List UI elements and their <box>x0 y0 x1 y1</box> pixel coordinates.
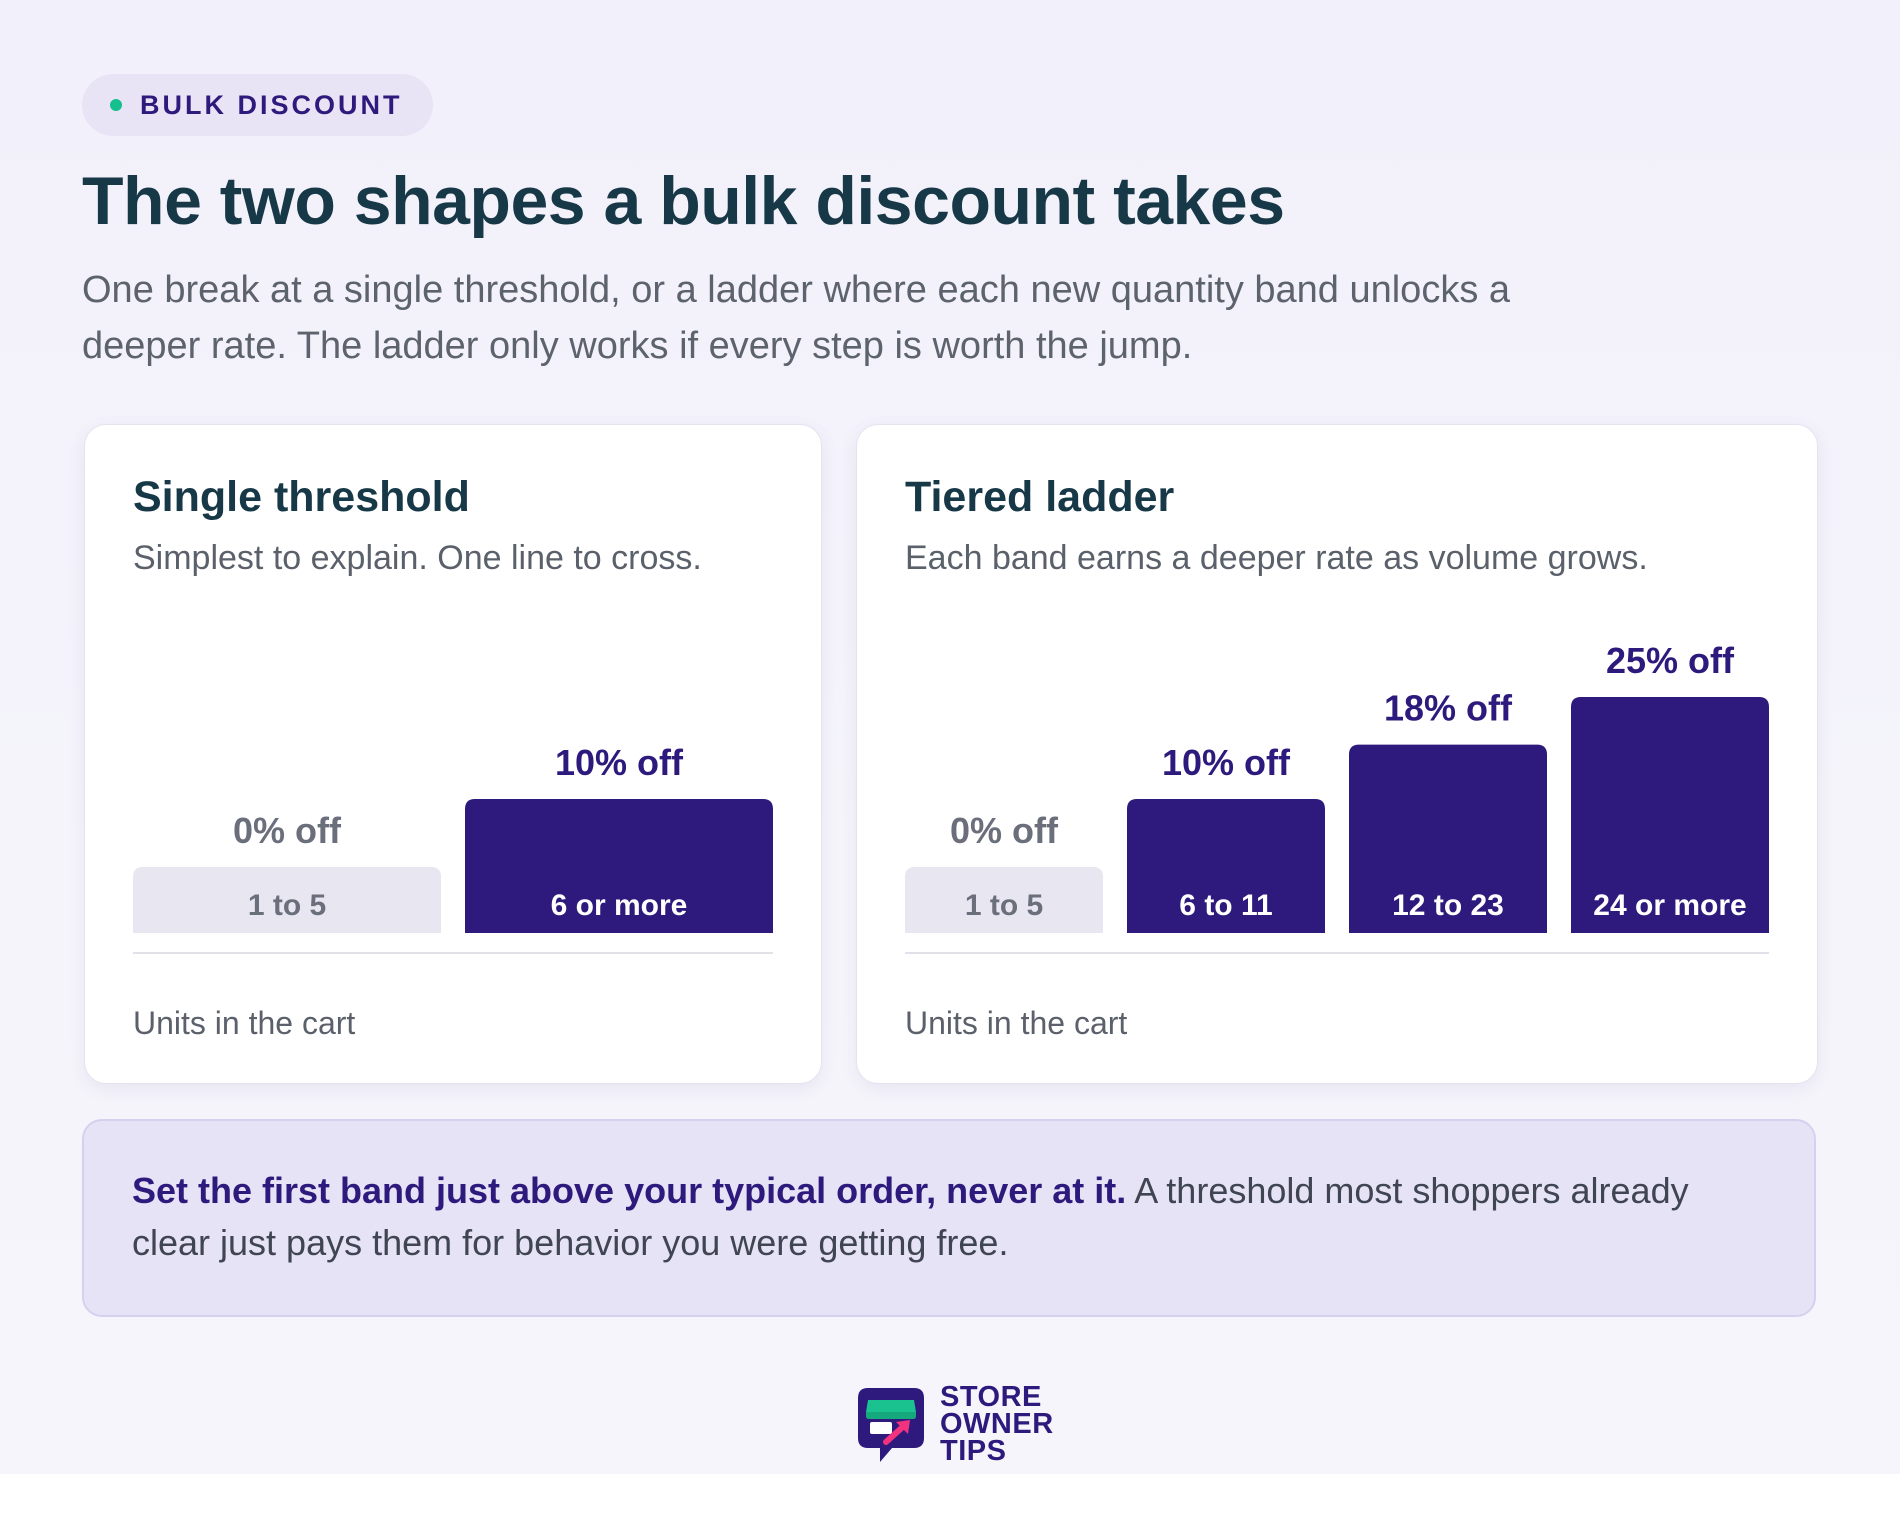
tip-callout-text: A threshold most shoppers already clear … <box>132 1170 1689 1263</box>
card-subtitle: Simplest to explain. One line to cross. <box>133 539 702 577</box>
category-label: 1 to 5 <box>965 889 1043 922</box>
brand-line: STORE <box>940 1381 1042 1413</box>
category-badge: BULK DISCOUNT <box>82 74 433 136</box>
brand-wordmark: STORE OWNER TIPS <box>940 1381 1054 1467</box>
value-label: 18% off <box>1384 688 1513 729</box>
category-label: 1 to 5 <box>248 889 326 922</box>
value-label: 10% off <box>555 742 684 783</box>
brand-logo: STORE OWNER TIPS <box>856 1381 1054 1467</box>
category-label: 6 or more <box>551 889 688 922</box>
single-threshold-chart: 1 to 5 0% off 6 or more 10% off <box>133 742 773 954</box>
value-label: 0% off <box>950 810 1059 851</box>
card-title: Tiered ladder <box>905 473 1175 521</box>
status-dot-icon <box>110 99 122 111</box>
brand-line: TIPS <box>940 1435 1007 1467</box>
tiered-ladder-card: Tiered ladder Each band earns a deeper r… <box>856 424 1818 1084</box>
footer-band <box>0 1474 1900 1524</box>
storefront-arrow-icon <box>858 1387 924 1462</box>
tip-callout-bold: Set the first band just above your typic… <box>132 1170 1127 1211</box>
bar <box>905 867 1103 933</box>
page-subtitle: One break at a single threshold, or a la… <box>82 269 1511 367</box>
bar <box>1571 697 1769 933</box>
x-axis-label: Units in the cart <box>133 1005 356 1041</box>
page-title: The two shapes a bulk discount takes <box>82 163 1285 239</box>
single-threshold-card: Single threshold Simplest to explain. On… <box>84 424 822 1084</box>
bar <box>133 867 441 933</box>
category-badge-label: BULK DISCOUNT <box>140 89 403 120</box>
category-label: 6 to 11 <box>1179 889 1272 922</box>
category-label: 24 or more <box>1593 889 1746 922</box>
tiered-ladder-chart: 1 to 5 0% off 6 to 11 10% off 12 to 23 18% of… <box>905 640 1769 954</box>
value-label: 10% off <box>1162 742 1291 783</box>
card-title: Single threshold <box>133 473 470 521</box>
value-label: 0% off <box>233 810 342 851</box>
brand-line: OWNER <box>940 1408 1054 1440</box>
bar <box>1349 744 1547 933</box>
x-axis-label: Units in the cart <box>905 1005 1128 1041</box>
value-label: 25% off <box>1606 640 1735 681</box>
bar <box>1127 799 1325 933</box>
card-subtitle: Each band earns a deeper rate as volume … <box>905 539 1648 577</box>
category-label: 12 to 23 <box>1392 889 1504 922</box>
bar <box>465 799 773 933</box>
tip-callout: Set the first band just above your typic… <box>82 1119 1816 1317</box>
